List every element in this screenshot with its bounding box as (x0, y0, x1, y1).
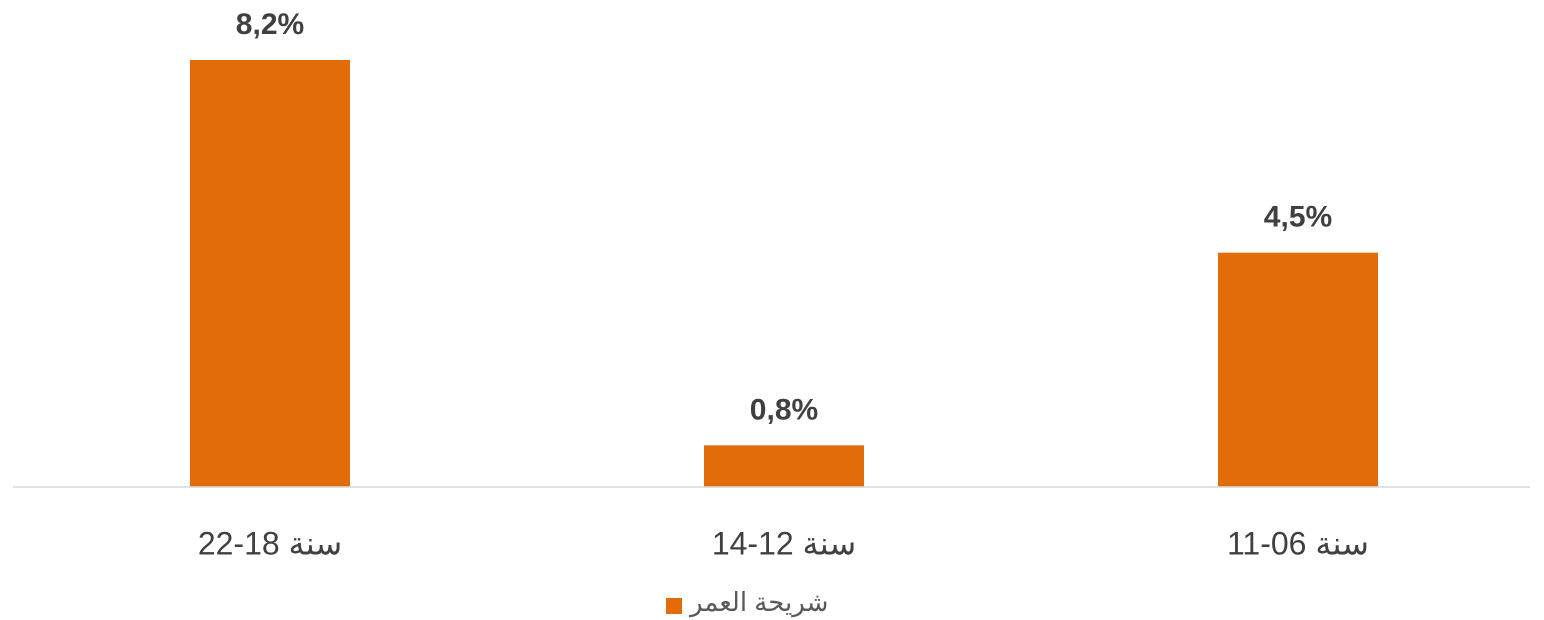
data-label: 0,8% (750, 393, 818, 426)
bar (704, 445, 864, 487)
legend-label: شريحة العمر (688, 587, 828, 618)
legend-swatch (666, 598, 682, 614)
x-tick-label: 14-12 سنة (712, 525, 856, 561)
x-tick-label: 11-06 سنة (1227, 525, 1369, 561)
bar (190, 60, 350, 487)
bar (1218, 252, 1378, 487)
data-label: 8,2% (236, 8, 304, 41)
x-tick-label: 22-18 سنة (198, 525, 342, 561)
data-label: 4,5% (1264, 201, 1332, 234)
